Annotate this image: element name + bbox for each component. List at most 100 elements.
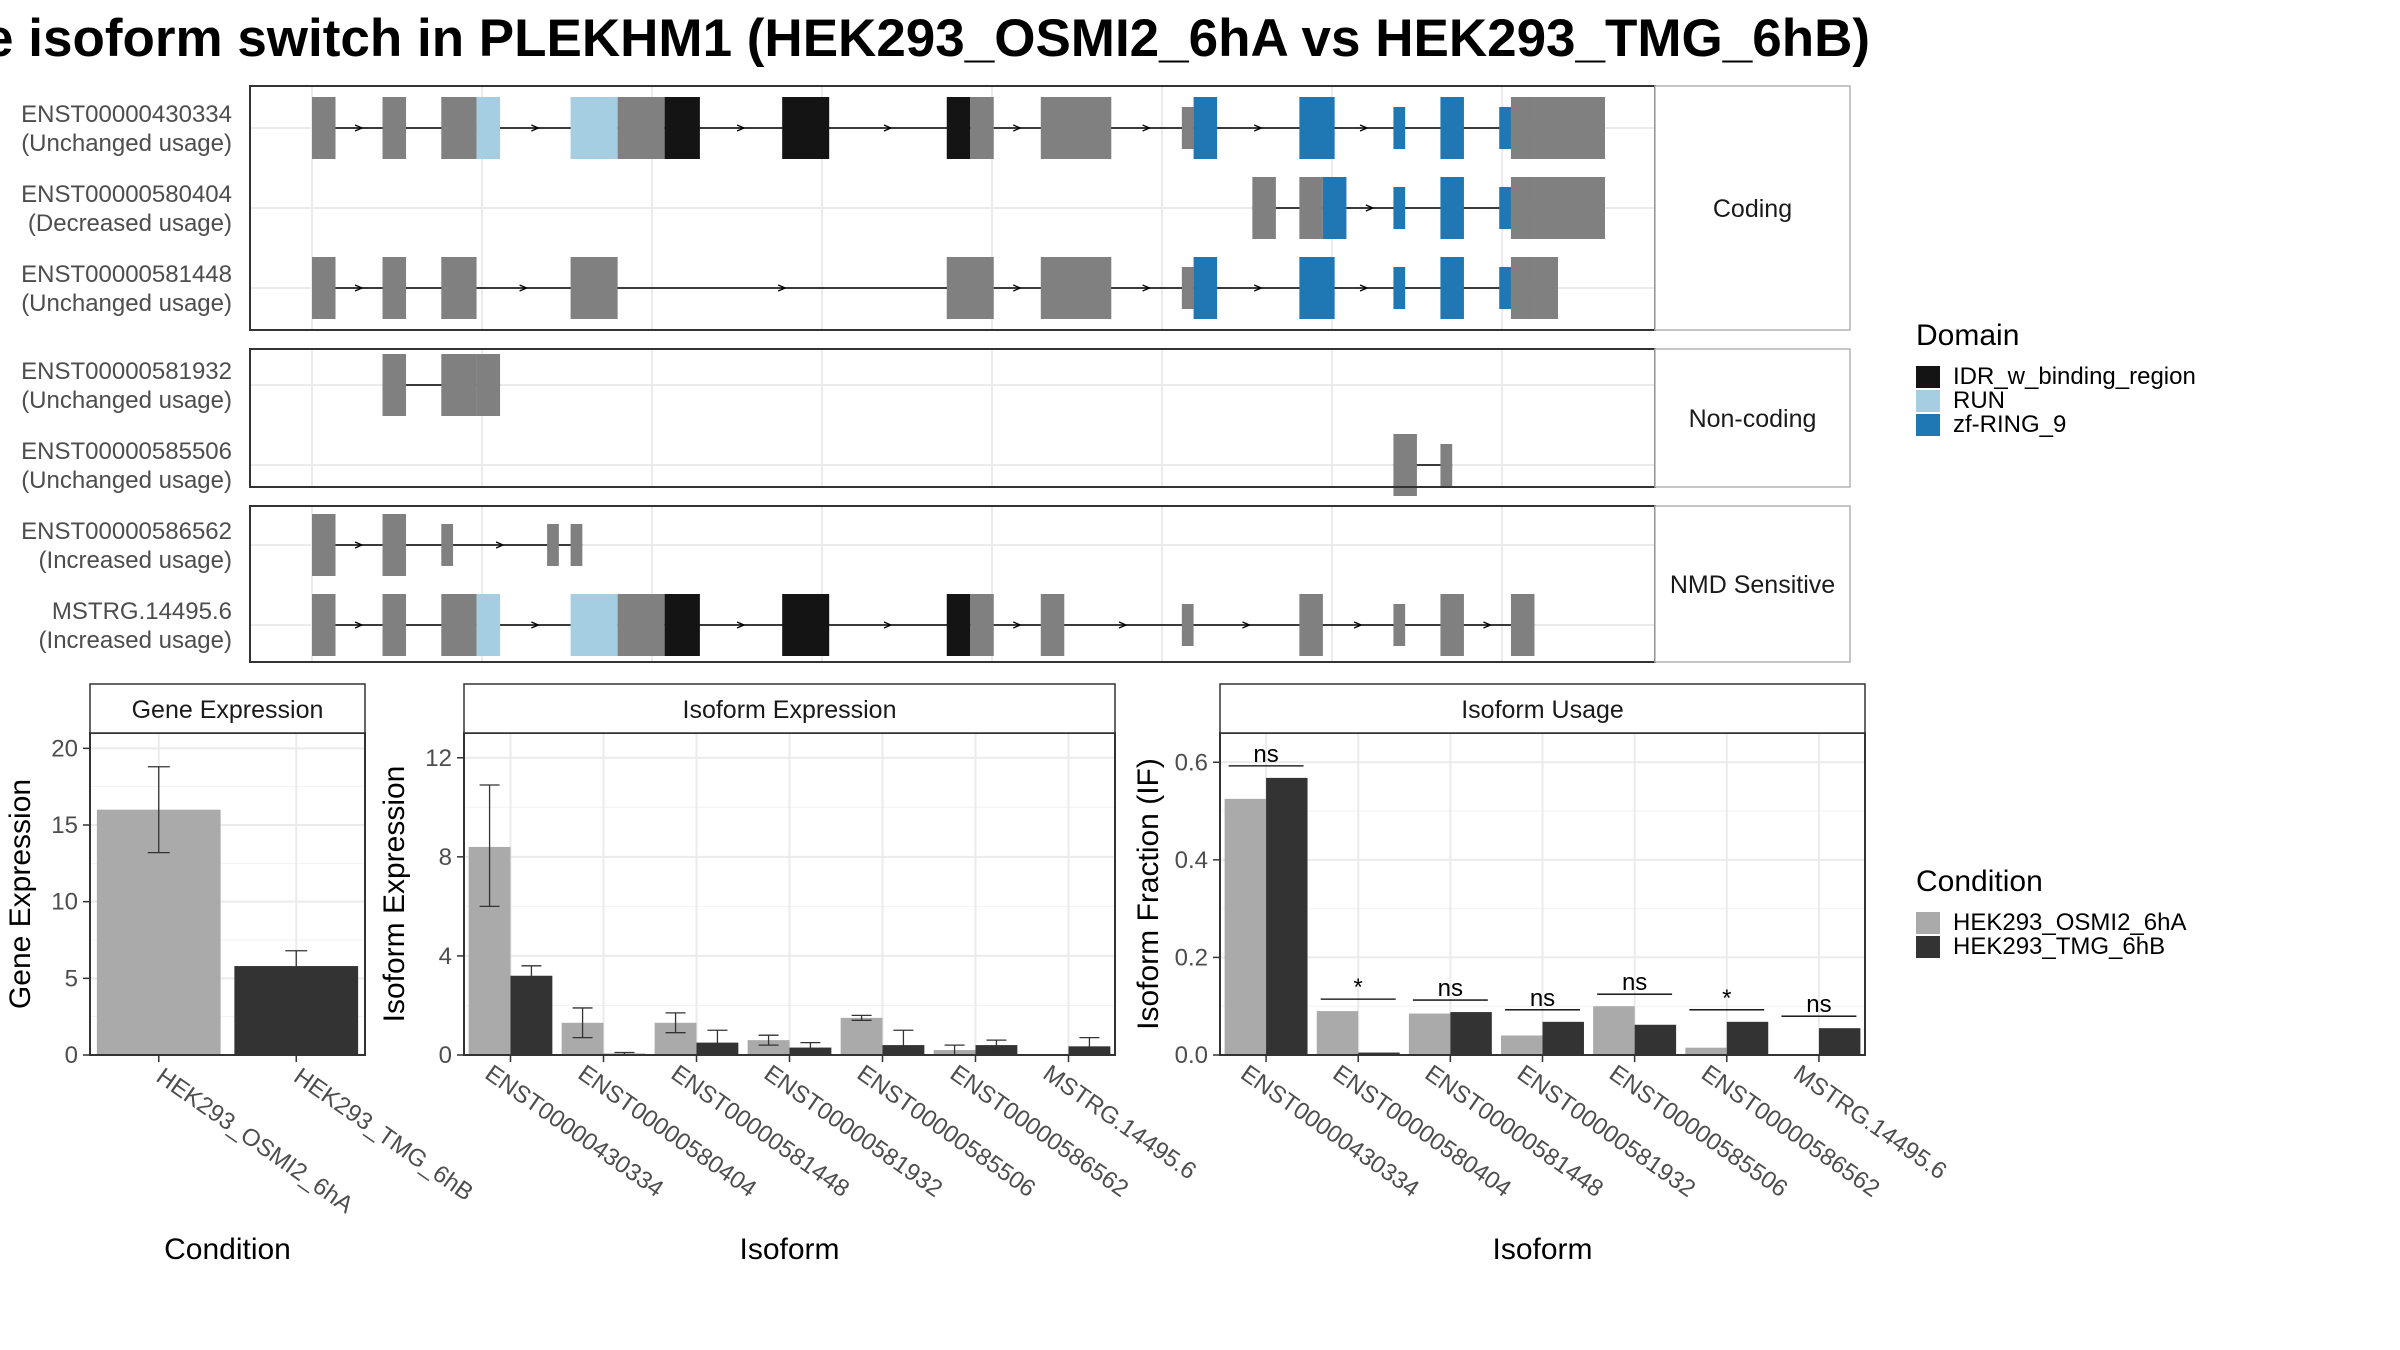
transcript-label: ENST00000586562	[21, 518, 232, 545]
exon-block	[1040, 97, 1112, 159]
exon-block	[312, 594, 336, 656]
exon-block	[382, 257, 407, 319]
bar	[234, 966, 359, 1055]
facet-strip-label: Coding	[1713, 195, 1792, 223]
exon-block	[1393, 267, 1406, 309]
facet-strip	[1654, 85, 1851, 331]
direction-arrow	[1253, 284, 1263, 292]
exon-block	[476, 354, 501, 416]
direction-arrow	[354, 541, 364, 549]
legend-label: zf-RING_9	[1953, 411, 2066, 438]
structure-panel: ENST00000586562 (Increased usage)MSTRG.14…	[21, 505, 1851, 663]
exon-block	[1393, 187, 1406, 229]
exon-block	[1393, 604, 1406, 646]
exon-block	[782, 97, 830, 159]
exon-block	[570, 257, 618, 319]
facet-strip	[463, 683, 1116, 734]
direction-arrow	[777, 284, 787, 292]
usage-label: (Unchanged usage)	[21, 130, 232, 157]
facet-strip	[1219, 683, 1866, 734]
y-tick-label: 4	[439, 943, 452, 970]
exon-block	[312, 257, 336, 319]
legend-key	[1916, 936, 1940, 958]
facet-strip	[89, 683, 366, 734]
exon-block	[1510, 257, 1535, 319]
bar	[1542, 1021, 1584, 1055]
x-axis-title: Condition	[164, 1233, 291, 1266]
exon-block	[312, 514, 336, 576]
bar	[747, 1040, 790, 1055]
y-tick-label: 0.6	[1175, 749, 1208, 776]
bar-chart: ns * ns ns ns * ns Isoform Usage 0.0 0.2 0.4 0.6 Iso…	[1132, 683, 1951, 1266]
bar	[1316, 1011, 1359, 1055]
y-tick-label: 0.4	[1175, 847, 1208, 874]
direction-arrow	[1359, 284, 1369, 292]
bar-chart: Isoform Expression 0 4 8 12 Isoform Expressio…	[378, 683, 1201, 1266]
direction-arrow	[495, 541, 505, 549]
exon-block	[1440, 257, 1464, 319]
significance-label: ns	[1622, 969, 1647, 996]
legend-key	[1916, 366, 1940, 388]
y-axis-title: Isoform Expression	[378, 766, 411, 1023]
direction-arrow	[736, 124, 746, 132]
exon-block	[1440, 97, 1464, 159]
x-tick-label: MSTRG.14495.6	[1788, 1060, 1951, 1185]
exon-block	[441, 257, 477, 319]
transcript-label: MSTRG.14495.6	[52, 598, 232, 625]
exon-block	[1181, 107, 1194, 149]
transcript-label: ENST00000585506	[21, 438, 232, 465]
exon-block	[946, 257, 994, 319]
exon-block	[1440, 444, 1453, 486]
direction-arrow	[1013, 124, 1022, 132]
legend-label: HEK293_OSMI2_6hA	[1953, 909, 2186, 936]
direction-arrow	[1013, 621, 1022, 629]
exon-block	[382, 594, 407, 656]
x-axis-title: Isoform	[739, 1233, 839, 1266]
legend-label: RUN	[1953, 387, 2005, 414]
legend-title: Domain	[1916, 319, 2019, 352]
direction-arrow	[1142, 284, 1152, 292]
y-tick-label: 0	[65, 1042, 78, 1069]
exon-block	[1510, 177, 1535, 239]
exon-block	[1299, 257, 1335, 319]
exon-block	[1510, 594, 1535, 656]
exon-block	[441, 354, 477, 416]
exon-block	[1181, 604, 1194, 646]
exon-block	[1393, 107, 1406, 149]
exon-block	[570, 524, 583, 566]
exon-block	[1393, 434, 1417, 496]
exon-block	[1299, 594, 1323, 656]
exon-block	[476, 97, 501, 159]
usage-label: (Unchanged usage)	[21, 387, 232, 414]
usage-label: (Unchanged usage)	[21, 290, 232, 317]
transcript-label: ENST00000581932	[21, 358, 232, 385]
exon-block	[617, 97, 665, 159]
exon-block	[664, 97, 700, 159]
direction-arrow	[1365, 204, 1375, 212]
exon-block	[1299, 97, 1335, 159]
direction-arrow	[1359, 124, 1369, 132]
exon-block	[1499, 107, 1511, 149]
direction-arrow	[354, 284, 364, 292]
exon-block	[441, 97, 477, 159]
y-tick-label: 0.2	[1175, 944, 1208, 971]
exon-block	[547, 524, 559, 566]
exon-block	[1534, 177, 1605, 239]
exon-block	[617, 594, 665, 656]
direction-arrow	[1142, 124, 1152, 132]
significance-label: ns	[1438, 975, 1463, 1002]
y-tick-label: 0.0	[1175, 1042, 1208, 1069]
exon-block	[1499, 187, 1511, 229]
exon-block	[1499, 267, 1511, 309]
significance-label: *	[1722, 985, 1731, 1012]
direction-arrow	[354, 124, 364, 132]
usage-label: (Increased usage)	[39, 627, 232, 654]
bar	[840, 1017, 883, 1055]
chart-title: Isoform Expression	[683, 696, 897, 724]
y-tick-label: 5	[65, 965, 78, 992]
exon-block	[312, 97, 336, 159]
direction-arrow	[1253, 124, 1263, 132]
usage-label: (Unchanged usage)	[21, 467, 232, 494]
